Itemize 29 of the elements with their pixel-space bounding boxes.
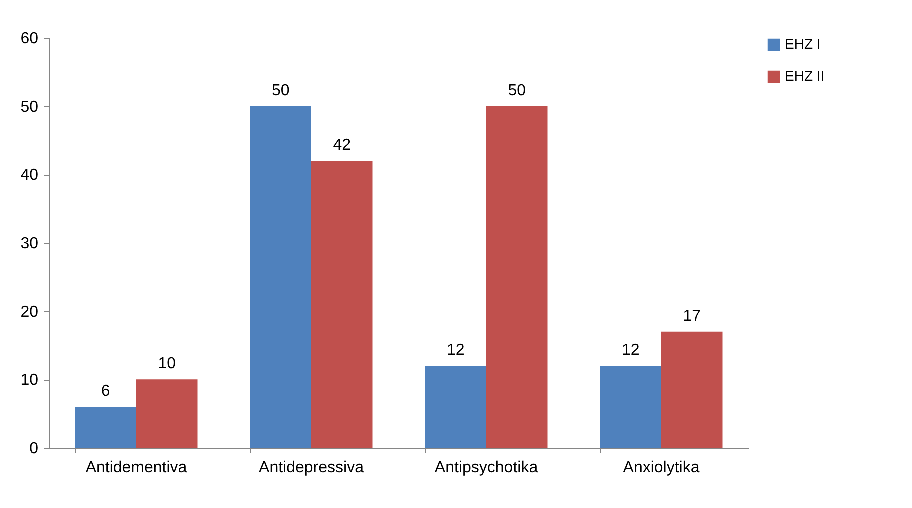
legend-label: EHZ II: [785, 68, 825, 84]
y-tick-label: 0: [30, 440, 39, 458]
data-label: 10: [158, 356, 176, 373]
bar: [425, 366, 486, 448]
y-tick-label: 60: [20, 30, 39, 48]
y-tick-label: 10: [20, 372, 39, 390]
bar: [486, 106, 548, 448]
y-tick-label: 30: [20, 236, 39, 252]
legend-label: EHZ I: [785, 36, 821, 52]
data-label: 50: [272, 82, 290, 100]
y-tick-label: 40: [20, 167, 39, 184]
y-tick-label: 50: [20, 98, 39, 116]
bar: [600, 366, 662, 448]
data-label: 6: [101, 383, 110, 400]
x-tick-label: Anxiolytika: [623, 460, 700, 476]
data-label: 12: [622, 342, 640, 359]
bar: [312, 161, 373, 448]
x-tick-label: Antidepressiva: [259, 460, 364, 476]
bar: [662, 332, 723, 448]
data-label: 12: [446, 342, 465, 359]
data-label: 17: [683, 308, 702, 325]
bar: [75, 407, 136, 448]
data-label: 42: [333, 137, 352, 154]
x-tick-label: Antipsychotika: [434, 460, 538, 476]
x-tick-label: Antidementiva: [86, 460, 188, 476]
bar: [136, 380, 198, 448]
y-tick-label: 20: [20, 304, 39, 321]
data-label: 50: [508, 82, 526, 100]
bar: [250, 106, 312, 448]
